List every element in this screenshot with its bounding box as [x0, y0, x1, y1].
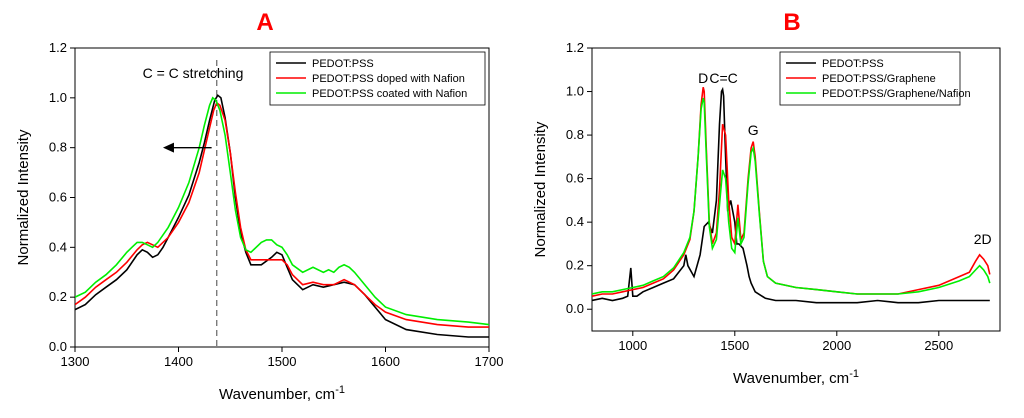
plot-frame — [591, 47, 1001, 332]
arrow-head — [162, 142, 174, 153]
series-line-2 — [592, 87, 991, 297]
panel-label: A — [256, 9, 273, 36]
x-tick-label: 1500 — [720, 338, 749, 353]
y-tick-label: 0.4 — [566, 214, 584, 229]
y-tick-label: 0.8 — [566, 127, 584, 142]
x-axis-label: Wavenumber, cm-1 — [219, 384, 345, 403]
y-tick-label: 0.8 — [49, 140, 67, 155]
y-tick-label: 1.0 — [49, 90, 67, 105]
chart-panel-a: A 1300 1400 1500 1600 1700 0.0 0.2 0.4 0.6 0.8 1.0 1… — [15, 9, 503, 403]
y-tick-label: 0.6 — [49, 190, 67, 205]
series-line-1 — [75, 94, 489, 338]
legend-entry: PEDOT:PSS — [822, 58, 884, 70]
legend: PEDOT:PSS PEDOT:PSS doped with Nafion PEDO… — [269, 51, 486, 106]
y-tick-label: 0.0 — [566, 301, 584, 316]
legend-entry: PEDOT:PSS/Graphene/Nafion — [822, 88, 971, 100]
y-tick-label: 0.0 — [49, 339, 67, 354]
y-axis-label: Normalized Intensity — [532, 121, 549, 257]
y-tick-label: 1.0 — [566, 84, 584, 99]
y-tick-label: 0.2 — [49, 289, 67, 304]
series-line-3 — [592, 97, 991, 295]
peak-label: C=C — [709, 70, 737, 86]
annotation-text: C = C stretching — [143, 65, 244, 81]
panel-label: B — [783, 9, 800, 36]
series-line-1 — [592, 86, 990, 304]
x-axis-label-sup: -1 — [335, 384, 345, 396]
x-tick-label: 1500 — [268, 354, 297, 369]
x-tick-label: 1600 — [371, 354, 400, 369]
x-axis-label-sup: -1 — [849, 368, 859, 380]
legend-entry: PEDOT:PSS coated with Nafion — [312, 88, 467, 100]
y-tick-label: 0.2 — [566, 258, 584, 273]
y-tick-label: 0.6 — [566, 171, 584, 186]
y-tick-label: 1.2 — [49, 40, 67, 55]
x-tick-label: 1000 — [618, 338, 647, 353]
legend-entry: PEDOT:PSS/Graphene — [822, 73, 936, 85]
peak-label: 2D — [974, 231, 992, 247]
y-tick-label: 1.2 — [566, 40, 584, 55]
series-line-2 — [75, 101, 489, 328]
legend-entry: PEDOT:PSS — [312, 58, 374, 70]
x-tick-label: 1300 — [61, 354, 90, 369]
x-tick-label: 2500 — [924, 338, 953, 353]
peak-label: G — [748, 122, 759, 138]
peak-label: D — [698, 70, 708, 86]
x-tick-label: 2000 — [822, 338, 851, 353]
legend-entry: PEDOT:PSS doped with Nafion — [312, 73, 465, 85]
x-axis-label: Wavenumber, cm-1 — [733, 368, 859, 387]
y-axis-label: Normalized Intensity — [15, 129, 32, 265]
chart-panel-b: B 1000 1500 2000 2500 0.0 0.2 0.4 0.6 0.8 1.0 1.2 Wa… — [532, 9, 1001, 387]
legend: PEDOT:PSS PEDOT:PSS/Graphene PEDOT:PSS/Gra… — [779, 51, 971, 106]
y-tick-label: 0.4 — [49, 239, 67, 254]
x-tick-label: 1400 — [164, 354, 193, 369]
x-tick-label: 1700 — [475, 354, 504, 369]
series-line-3 — [75, 96, 489, 326]
